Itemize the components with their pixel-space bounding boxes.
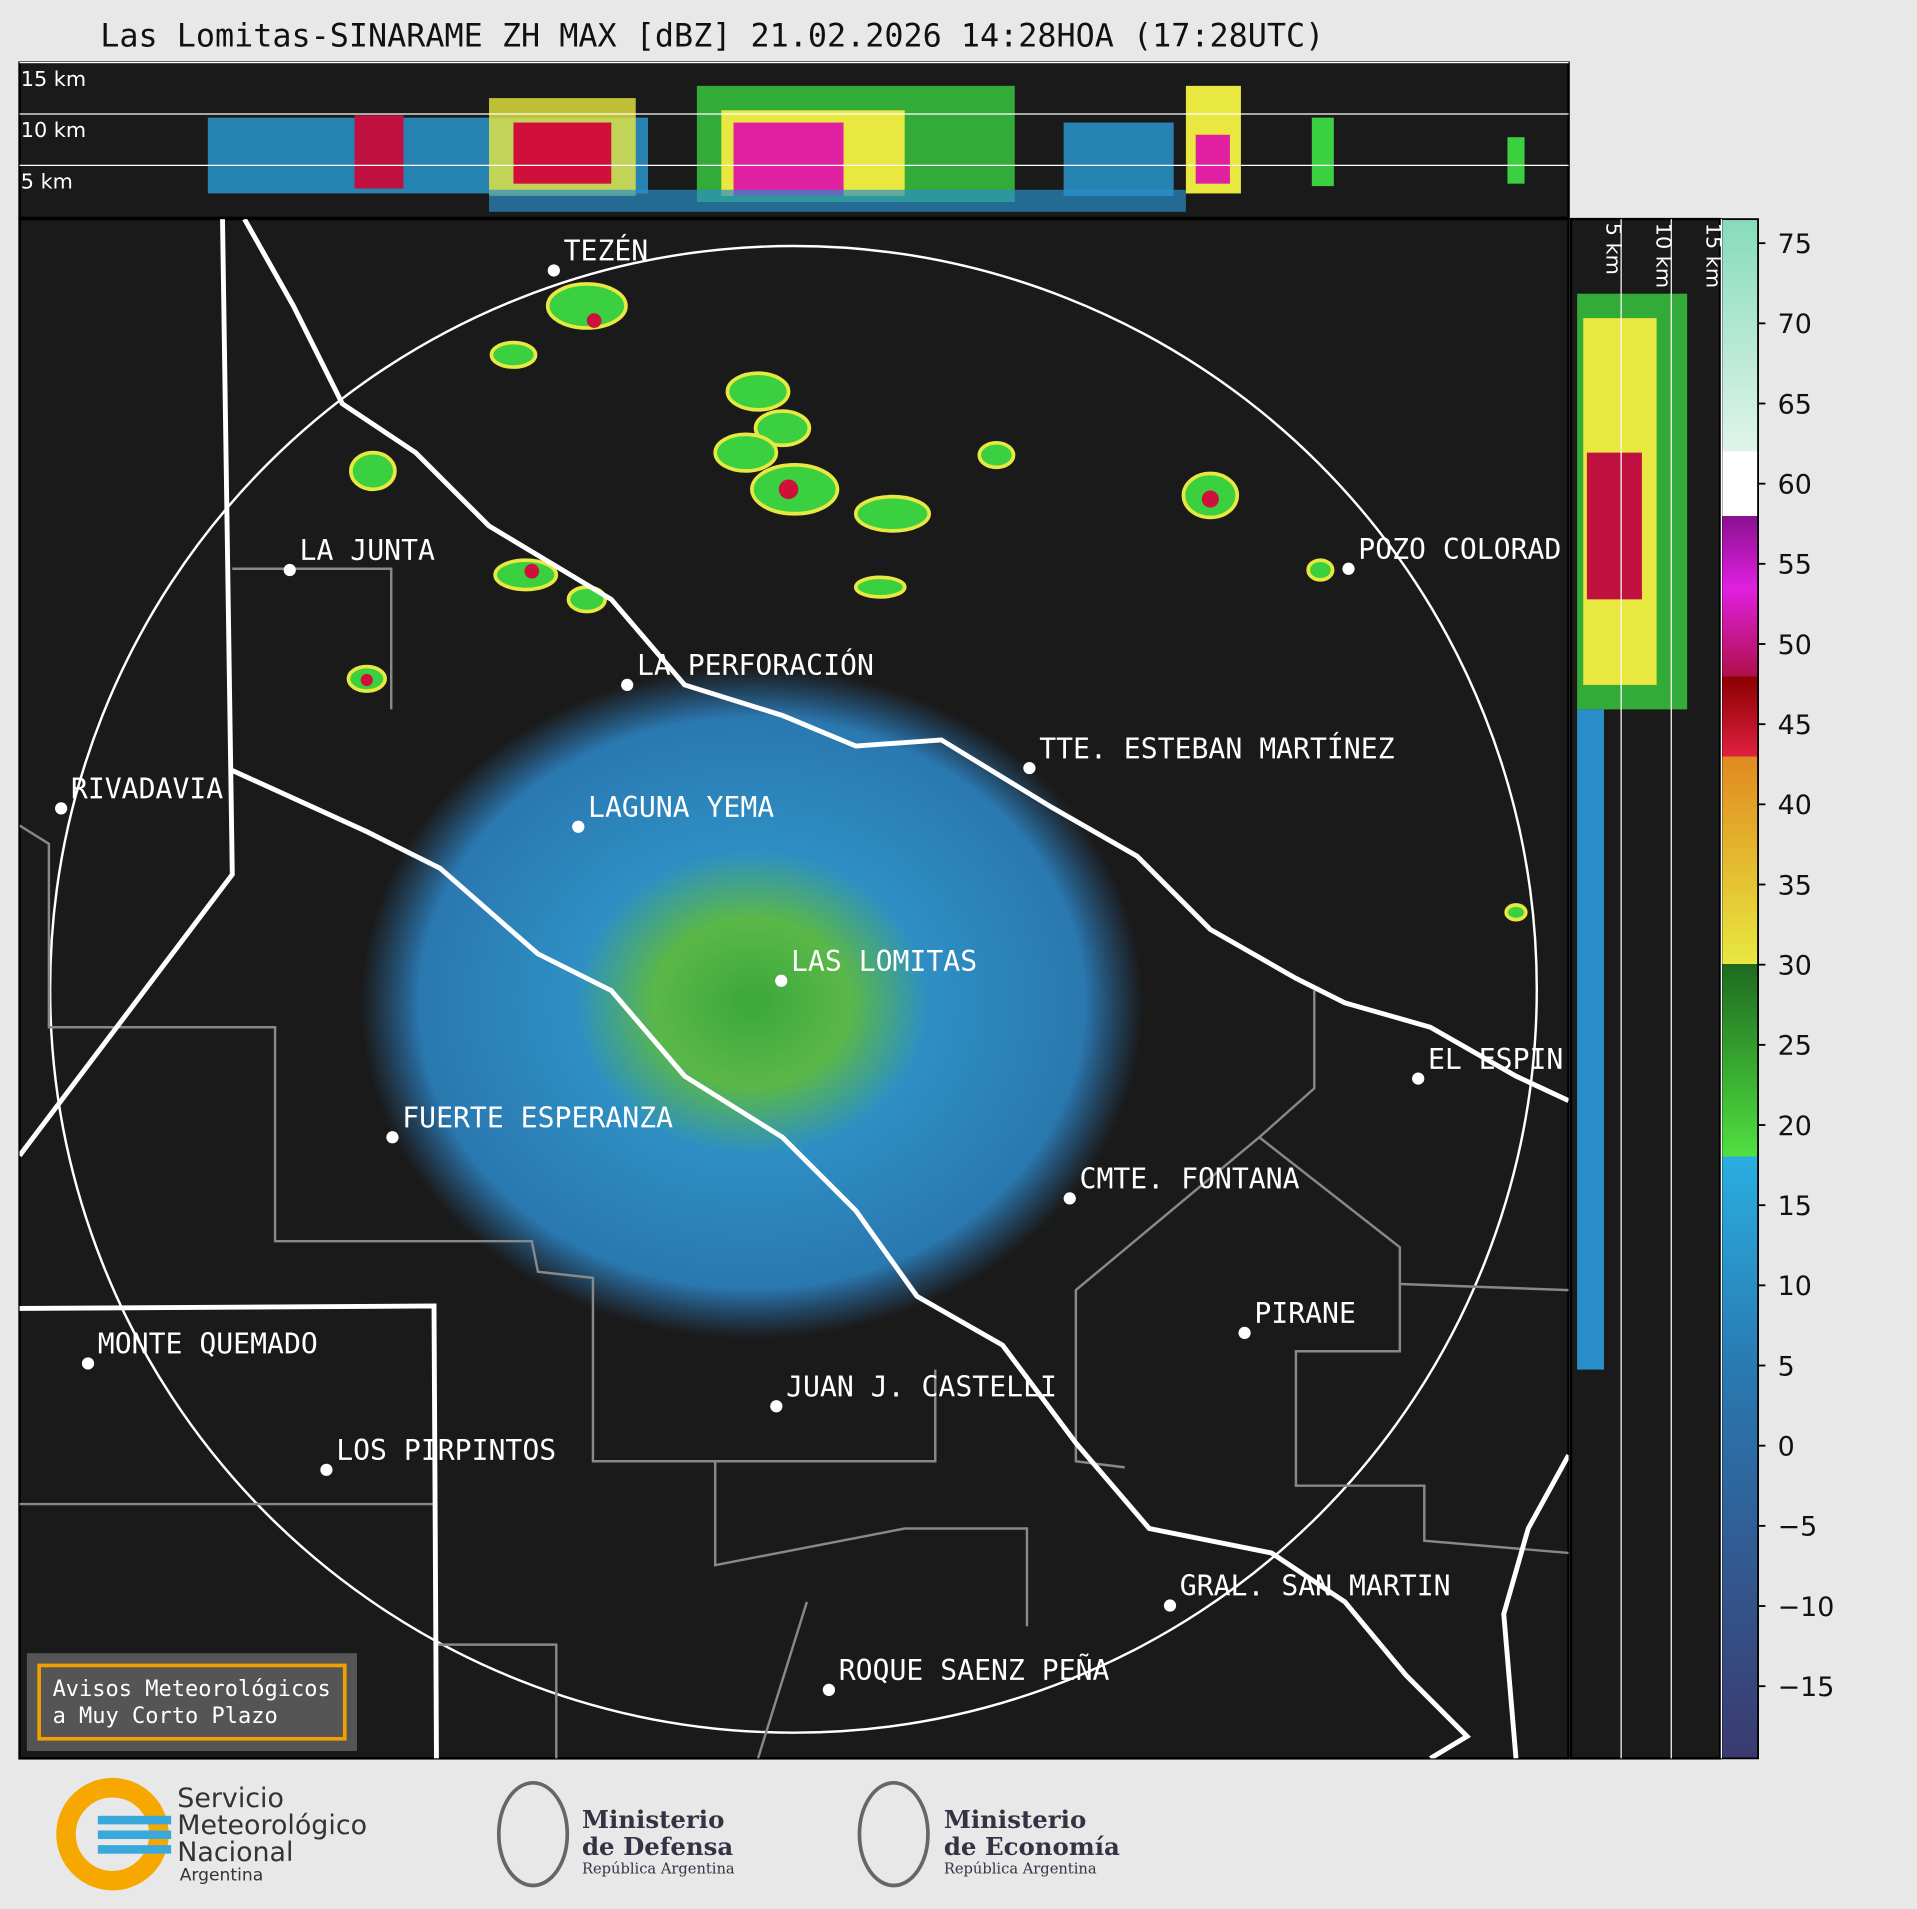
place-dot (572, 820, 585, 833)
place-dot (55, 802, 68, 815)
place-dot (1163, 1599, 1177, 1612)
colorbar-tick-label: 25 (1778, 1031, 1812, 1062)
place-label: FUERTE ESPERANZA (402, 1101, 673, 1134)
height-label: 10 km (21, 118, 86, 142)
place-label: LA JUNTA (300, 534, 435, 567)
place-dot (320, 1463, 333, 1476)
place-dot (81, 1357, 95, 1370)
colorbar-tick-label: 45 (1778, 710, 1812, 741)
place-label: MONTE QUEMADO (98, 1328, 318, 1361)
place-dot (283, 563, 296, 577)
height-label: 15 km (1702, 223, 1726, 288)
colorbar-tick-label: 20 (1778, 1111, 1812, 1142)
notice-box[interactable] (37, 1663, 347, 1741)
place-dot (822, 1683, 836, 1696)
place-label: GRAL. SAN MARTIN (1180, 1570, 1451, 1603)
logo-text: Argentina (180, 1866, 263, 1886)
place-dot (1238, 1326, 1251, 1340)
place-label: TTE. ESTEBAN MARTÍNEZ (1039, 731, 1394, 765)
province-borders (19, 219, 1569, 1759)
place-dot (1342, 562, 1355, 575)
map-content: TEZÉN LA JUNTA POZO COLORAD LA PERFORACIÓN T… (19, 219, 1569, 1759)
height-label: 5 km (21, 170, 73, 194)
place-dot (547, 264, 560, 277)
place-dot (386, 1131, 399, 1144)
height-label: 10 km (1652, 223, 1676, 288)
colorbar-tick-label: −15 (1778, 1672, 1835, 1703)
place-dot (1023, 761, 1036, 775)
place-dot (770, 1400, 783, 1413)
logo-text: Ministerio (944, 1805, 1086, 1834)
place-dot (775, 974, 788, 987)
logo-text: Ministerio (582, 1805, 724, 1834)
place-label: ROQUE SAENZ PEÑA (839, 1653, 1110, 1687)
colorbar-tick-label: 65 (1778, 389, 1812, 420)
smn-logo (56, 1777, 172, 1891)
logo-text: de Economía (944, 1832, 1120, 1861)
logo-text: República Argentina (582, 1860, 735, 1877)
place-label: LA PERFORACIÓN (637, 648, 874, 682)
colorbar-tick-label: 75 (1778, 229, 1812, 260)
storm-cores (360, 313, 1219, 687)
place-dot (1412, 1072, 1425, 1085)
colorbar-tick-label: 0 (1778, 1431, 1795, 1462)
colorbar-tick-label: −10 (1778, 1592, 1835, 1623)
place-label: LOS PIRPINTOS (336, 1434, 556, 1467)
logo-text: de Defensa (582, 1832, 733, 1861)
colorbar-tick-label: 5 (1778, 1351, 1795, 1382)
place-label: LAGUNA YEMA (588, 791, 774, 824)
place-label: EL ESPIN (1428, 1043, 1563, 1076)
place-dot (1063, 1192, 1076, 1205)
height-label: 15 km (21, 67, 86, 91)
height-label: 5 km (1601, 223, 1625, 275)
colorbar-tick-label: 70 (1778, 309, 1812, 340)
colorbar-tick-label: 15 (1778, 1191, 1812, 1222)
title: Las Lomitas-SINARAME ZH MAX [dBZ] 21.02.… (100, 19, 1324, 55)
place-label: PIRANE (1254, 1297, 1356, 1330)
side-echoes (1577, 293, 1688, 1370)
logo-text: Servicio (177, 1783, 284, 1814)
emblem (857, 1780, 930, 1888)
logo-text: Nacional (177, 1837, 293, 1868)
place-label: CMTE. FONTANA (1080, 1163, 1300, 1196)
place-label: JUAN J. CASTELLI (786, 1370, 1057, 1403)
place-label: LAS LOMITAS (791, 945, 977, 978)
logo-text: República Argentina (944, 1860, 1097, 1877)
colorbar-tick-label: 10 (1778, 1271, 1812, 1302)
place-label: TEZÉN (564, 234, 649, 268)
colorbar-tick-label: 50 (1778, 630, 1812, 661)
logo-text: Meteorológico (177, 1810, 367, 1841)
places: TEZÉN LA JUNTA POZO COLORAD LA PERFORACIÓN T… (55, 234, 1563, 1696)
place-label: POZO COLORAD (1358, 533, 1561, 566)
radar-echo (360, 666, 1144, 1340)
colorbar-tick-label: 55 (1778, 550, 1812, 581)
place-label: RIVADAVIA (71, 773, 223, 806)
place-dot (621, 678, 634, 692)
notice-text: Avisos Meteorológicos (53, 1677, 331, 1702)
notice-text: a Muy Corto Plazo (53, 1704, 278, 1729)
colorbar-tick-label: 35 (1778, 870, 1812, 901)
colorbar-tick-label: 30 (1778, 950, 1812, 981)
colorbar-tick-label: 40 (1778, 790, 1812, 821)
colorbar (1720, 218, 1759, 1760)
top-echoes (207, 85, 1525, 212)
colorbar-tick-label: −5 (1778, 1512, 1818, 1543)
colorbar-tick-label: 60 (1778, 469, 1812, 500)
emblem (496, 1780, 570, 1888)
